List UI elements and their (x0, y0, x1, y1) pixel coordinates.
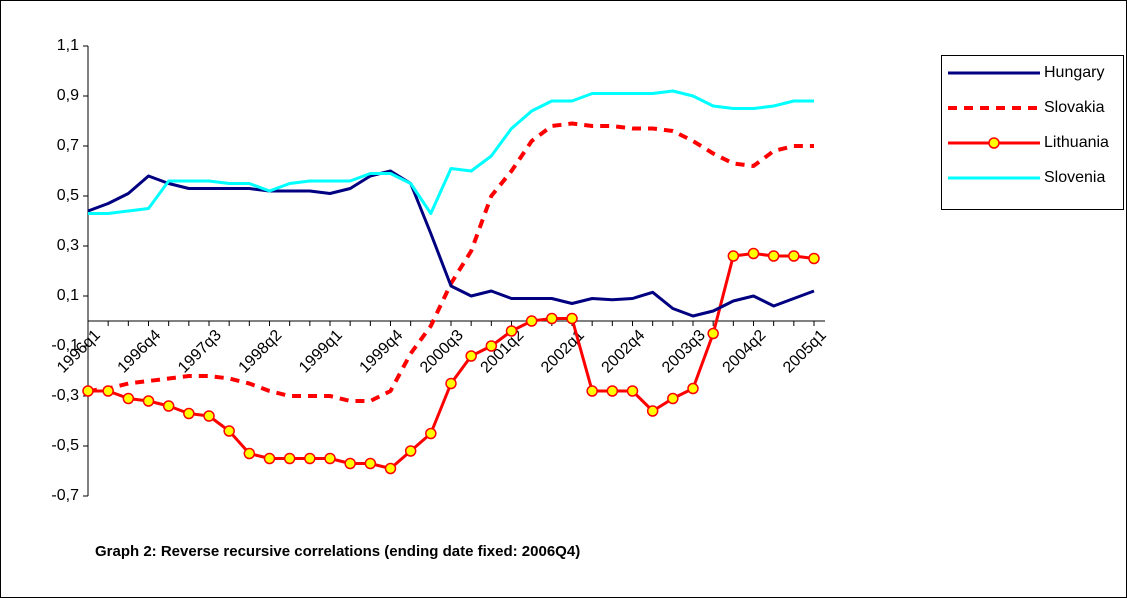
data-point (404, 445, 417, 457)
data-point (425, 427, 437, 440)
legend-label: Slovakia (1044, 99, 1105, 116)
data-point (566, 312, 578, 325)
data-point (384, 462, 397, 475)
series-line (87, 169, 815, 318)
y-tick-label: 0,1 (57, 287, 79, 304)
data-point (364, 457, 377, 470)
data-point (203, 410, 215, 422)
y-tick-label: 0,3 (57, 237, 79, 254)
data-point (546, 312, 558, 325)
y-tick-label: -0,3 (51, 387, 79, 404)
y-tick-label: 0,7 (57, 137, 79, 154)
data-point (223, 425, 235, 437)
y-tick-label: 1,1 (57, 37, 79, 54)
data-point (102, 385, 114, 397)
data-point (808, 252, 820, 265)
data-point (142, 395, 155, 407)
series-line (88, 89, 814, 215)
data-point (667, 392, 679, 405)
data-point (122, 392, 135, 405)
data-point (727, 250, 740, 262)
data-point (344, 457, 356, 470)
data-point (606, 385, 619, 397)
data-point (687, 382, 699, 395)
y-tick-label: -0,5 (51, 437, 79, 454)
data-point (243, 447, 256, 460)
y-tick-label: 0,9 (57, 87, 79, 104)
data-point (283, 452, 296, 465)
data-point (183, 407, 195, 420)
data-point (767, 250, 780, 262)
data-point (485, 340, 498, 352)
data-point (445, 377, 457, 390)
data-point (586, 385, 598, 397)
data-point (707, 327, 719, 340)
legend-marker (988, 137, 1000, 149)
legend-label: Hungary (1044, 64, 1104, 81)
y-tick-label: -0,1 (51, 337, 79, 354)
data-point (82, 385, 94, 397)
data-point (747, 247, 760, 260)
data-point (525, 315, 538, 327)
data-point (465, 350, 477, 362)
data-point (626, 385, 639, 397)
data-point (788, 250, 800, 262)
legend-label: Slovenia (1044, 169, 1105, 186)
data-point (646, 405, 659, 417)
legend-box (941, 55, 1124, 210)
chart-title: Graph 2: Reverse recursive correlations … (95, 543, 580, 560)
y-tick-label: 0,5 (57, 187, 79, 204)
data-point (263, 452, 276, 465)
data-point (324, 452, 336, 465)
legend-label: Lithuania (1044, 134, 1109, 151)
data-point (505, 325, 518, 337)
data-point (304, 452, 316, 465)
y-tick-label: -0,7 (51, 487, 79, 504)
data-point (162, 400, 175, 412)
